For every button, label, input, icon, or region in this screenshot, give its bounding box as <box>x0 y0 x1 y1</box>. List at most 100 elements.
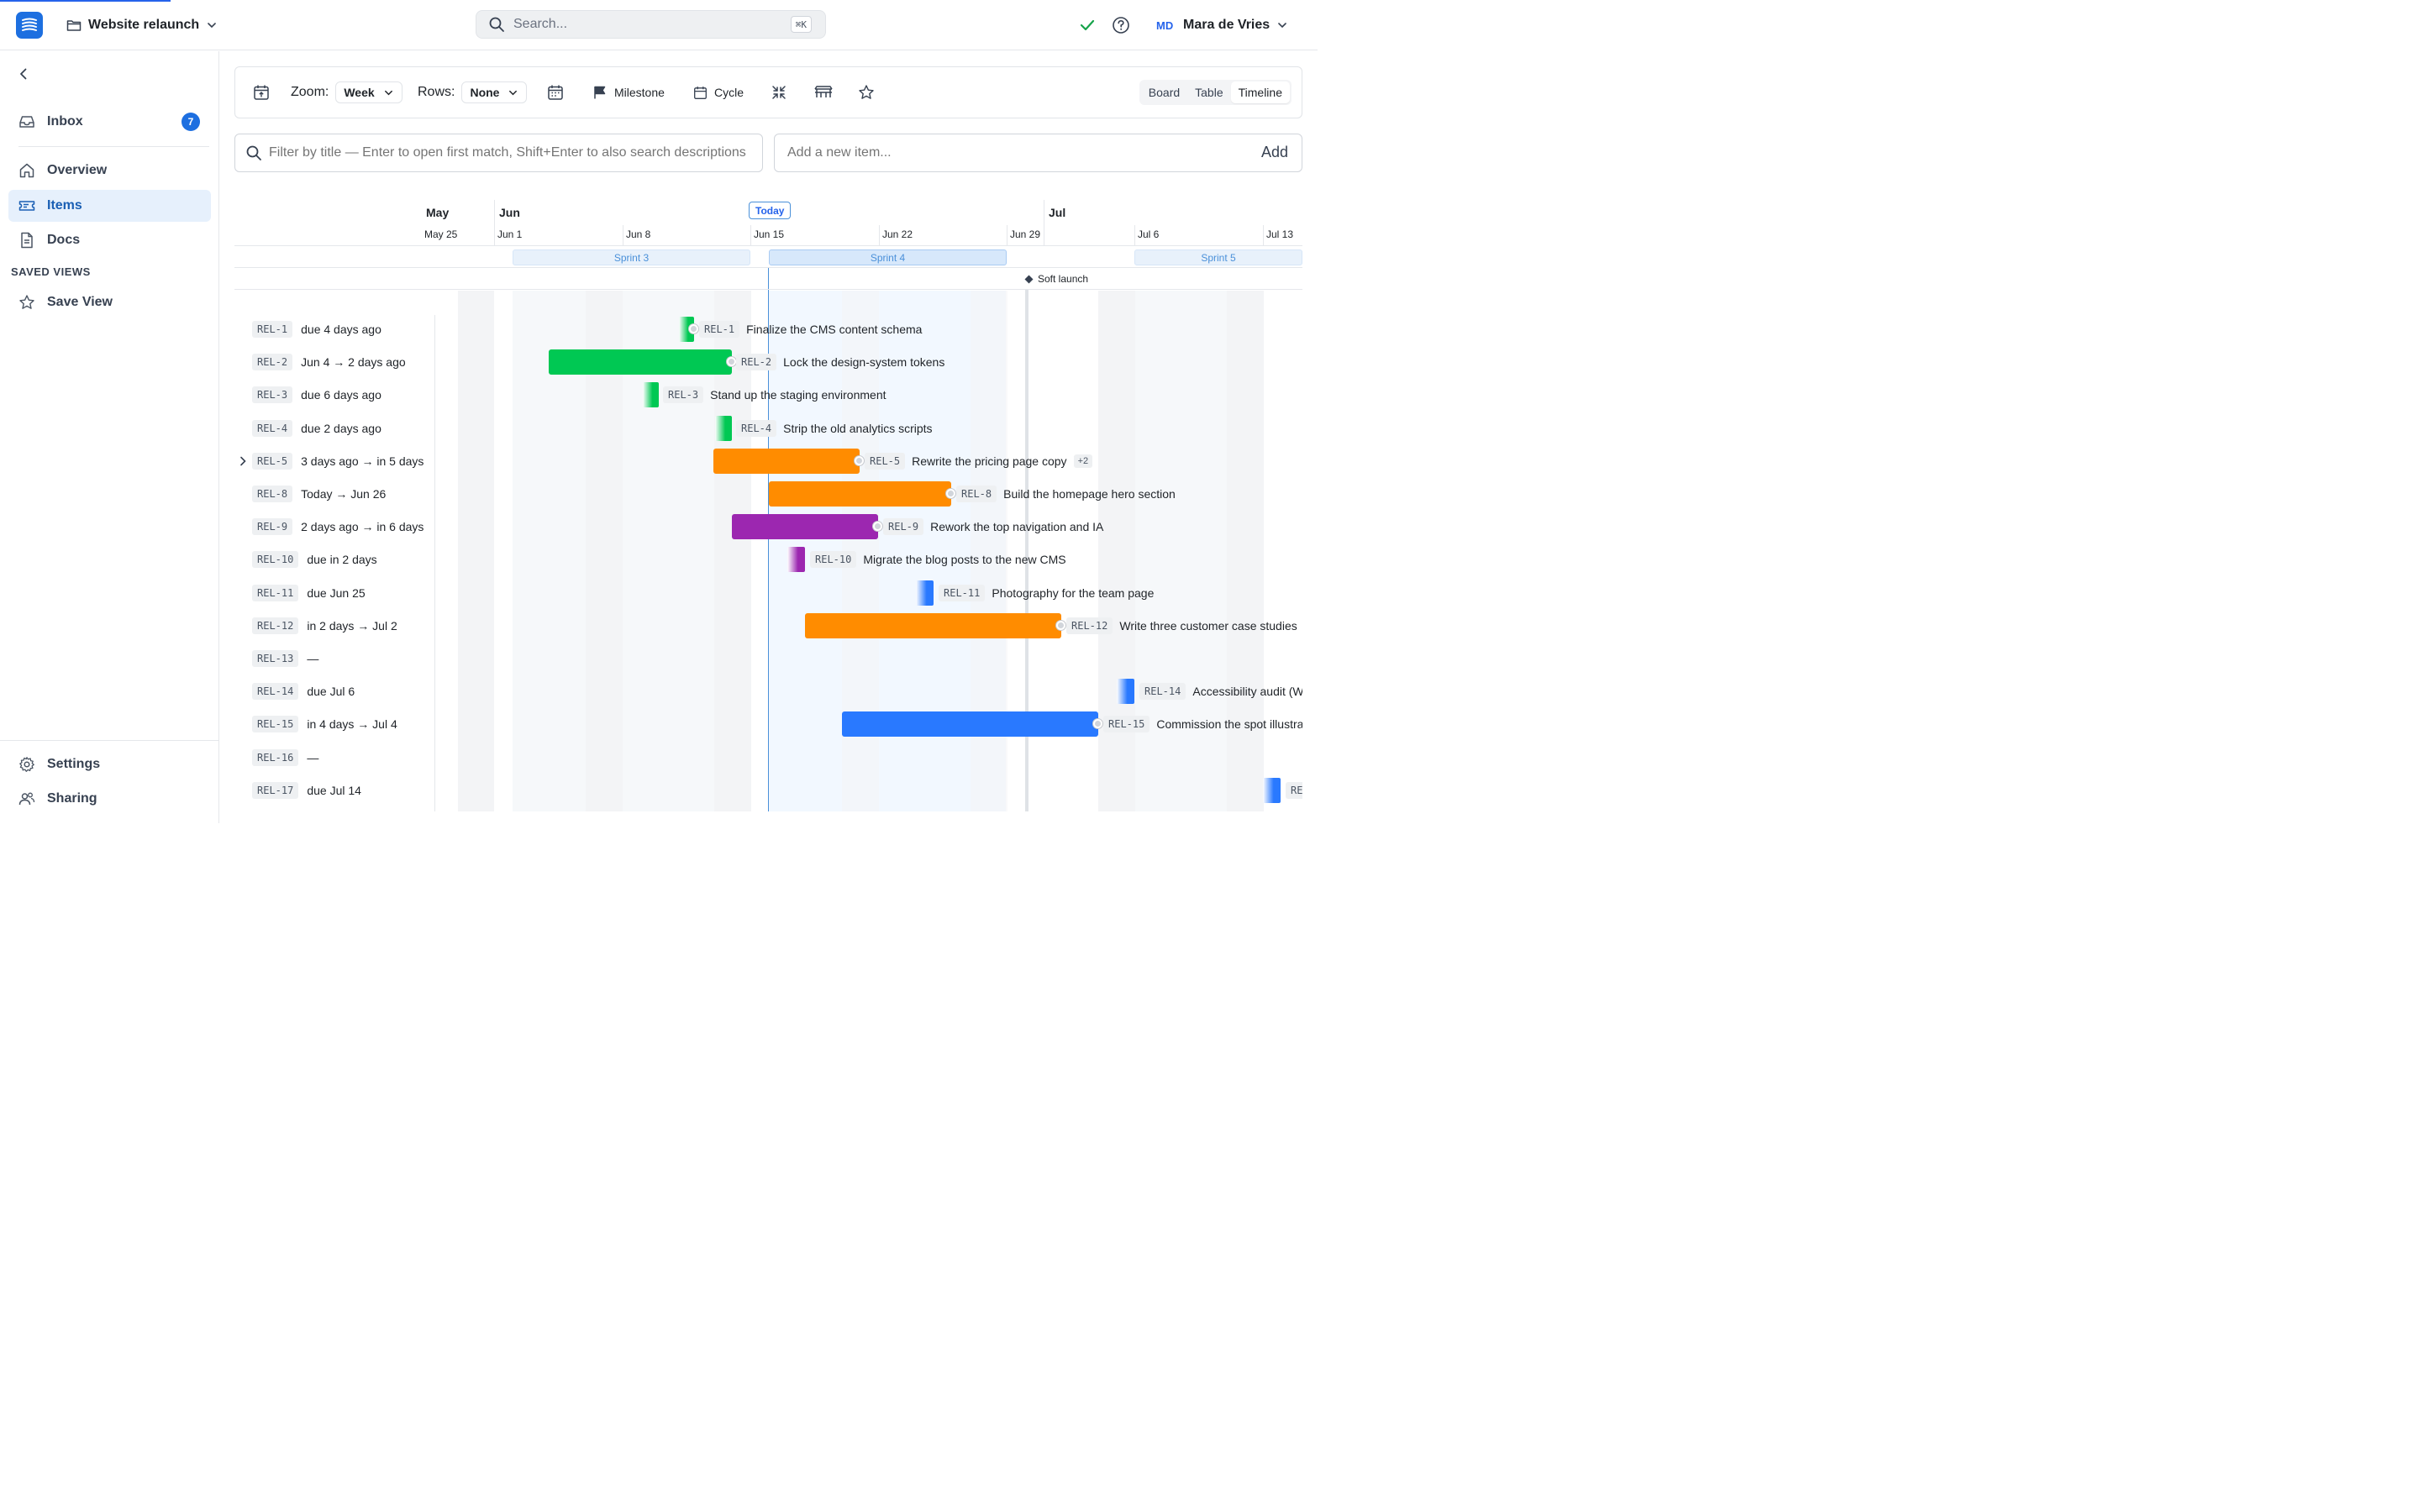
date-range-calendar-icon[interactable] <box>547 67 564 118</box>
timeline-row-header[interactable]: REL-13 — <box>252 649 318 668</box>
timeline-bar[interactable] <box>842 711 1098 737</box>
timeline-bar[interactable] <box>787 547 805 572</box>
timeline-bar[interactable] <box>713 449 860 474</box>
item-id-chip: REL-1 <box>699 321 740 338</box>
collapse-arrows-icon[interactable] <box>771 67 787 118</box>
tab-table[interactable]: Table <box>1195 86 1223 99</box>
item-title: Commission the spot illustra <box>1156 717 1302 731</box>
bar-resize-handle[interactable] <box>689 324 698 333</box>
timeline-bar-label[interactable]: REL-3 Stand up the staging environment <box>663 386 886 404</box>
sprint-bar[interactable]: Sprint 5 <box>1134 249 1302 265</box>
timeline-bar[interactable] <box>715 416 732 441</box>
tab-timeline[interactable]: Timeline <box>1230 81 1290 103</box>
users-icon <box>18 792 35 806</box>
timeline-row-header[interactable]: REL-15 in 4 days → Jul 4 <box>252 715 397 733</box>
scroll-to-today-calendar-icon[interactable] <box>253 67 270 118</box>
timeline-row-header[interactable]: REL-9 2 days ago → in 6 days <box>252 517 424 536</box>
project-switcher[interactable]: Website relaunch <box>66 14 218 36</box>
bar-resize-handle[interactable] <box>873 522 882 531</box>
sidebar-item-settings[interactable]: Settings <box>8 748 211 780</box>
timeline-row-header[interactable]: REL-10 due in 2 days <box>252 550 377 569</box>
item-id-chip: REL-15 <box>1103 716 1150 732</box>
timeline-bar[interactable] <box>643 382 659 407</box>
timeline-row-header[interactable]: REL-17 due Jul 14 <box>252 781 361 800</box>
favorite-star-icon[interactable] <box>858 67 875 118</box>
timeline-bar-label[interactable]: REL-10 Migrate the blog posts to the new … <box>810 550 1066 569</box>
timeline-row-header[interactable]: REL-12 in 2 days → Jul 2 <box>252 617 397 635</box>
item-due-text: in 4 days → Jul 4 <box>307 717 397 731</box>
sprint-bar-current[interactable]: Sprint 4 <box>769 249 1007 265</box>
month-label: May <box>426 206 450 219</box>
timeline-bar-label[interactable]: REL-5 Rewrite the pricing page copy +2 <box>865 452 1093 470</box>
sidebar-item-inbox[interactable]: Inbox 7 <box>8 106 211 138</box>
star-icon <box>19 295 34 309</box>
rows-select[interactable]: None <box>461 81 528 103</box>
timeline-bar[interactable] <box>916 580 934 606</box>
timeline-bar[interactable] <box>805 613 1061 638</box>
bar-resize-handle[interactable] <box>1093 719 1102 728</box>
timeline-row-header[interactable]: REL-11 due Jun 25 <box>252 584 366 602</box>
sidebar-item-docs[interactable]: Docs <box>8 224 211 256</box>
timeline-row-header[interactable]: REL-1 due 4 days ago <box>252 320 381 339</box>
bar-resize-handle[interactable] <box>855 456 864 465</box>
filter-field[interactable] <box>234 134 763 172</box>
timeline-row-header[interactable]: REL-5 3 days ago → in 5 days <box>252 452 424 470</box>
timeline-row-header[interactable]: REL-4 due 2 days ago <box>252 419 381 438</box>
sidebar-item-sharing[interactable]: Sharing <box>8 783 211 815</box>
inbox-count-badge: 7 <box>182 113 200 131</box>
zoom-select[interactable]: Week <box>335 81 402 103</box>
timeline-bar-label[interactable]: REL-1 Finalize the CMS content schema <box>699 320 922 339</box>
help-icon[interactable] <box>1112 16 1130 34</box>
bridge-icon[interactable] <box>813 67 834 118</box>
timeline-bar[interactable] <box>549 349 732 375</box>
timeline-bar[interactable] <box>679 317 694 342</box>
timeline-bar-label[interactable]: REL-4 Strip the old analytics scripts <box>736 419 933 438</box>
timeline-bar-label[interactable]: REL-14 Accessibility audit (W <box>1139 682 1302 701</box>
timeline-bar-label[interactable]: REL-2 Lock the design-system tokens <box>736 353 944 371</box>
timeline-row-header[interactable]: REL-2 Jun 4 → 2 days ago <box>252 353 406 371</box>
today-marker[interactable]: Today <box>749 202 792 219</box>
add-cycle-button[interactable]: Cycle <box>693 67 744 118</box>
sprint-bar[interactable]: Sprint 3 <box>513 249 750 265</box>
timeline-bar[interactable] <box>769 481 951 507</box>
timeline-bar-label[interactable]: RE <box>1286 781 1302 800</box>
add-item-button[interactable]: Add <box>1260 144 1288 160</box>
app-logo[interactable] <box>16 12 43 39</box>
search-icon <box>489 17 504 32</box>
bar-resize-handle[interactable] <box>727 357 736 366</box>
tab-board[interactable]: Board <box>1148 86 1181 99</box>
timeline-bar-label[interactable]: REL-11 Photography for the team page <box>939 584 1154 602</box>
sidebar-item-label: Overview <box>47 163 108 177</box>
expand-chevron-right-icon[interactable] <box>237 455 249 467</box>
bar-resize-handle[interactable] <box>946 489 955 498</box>
timeline-row-header[interactable]: REL-14 due Jul 6 <box>252 682 355 701</box>
add-milestone-button[interactable]: Milestone <box>592 67 665 118</box>
save-view-button[interactable]: Save View <box>8 286 211 318</box>
home-icon <box>19 163 34 178</box>
timeline-row-header[interactable]: REL-16 — <box>252 748 318 767</box>
timeline-bar-label[interactable]: REL-12 Write three customer case studies <box>1066 617 1297 635</box>
timeline-bar-label[interactable]: REL-9 Rework the top navigation and IA <box>883 517 1103 536</box>
timeline-row-header[interactable]: REL-8 Today → Jun 26 <box>252 485 386 503</box>
filter-input[interactable] <box>269 145 751 160</box>
timeline-bar[interactable] <box>732 514 878 539</box>
timeline-bar-label[interactable]: REL-8 Build the homepage hero section <box>956 485 1176 503</box>
milestone-marker[interactable]: Soft launch <box>1024 273 1088 285</box>
bar-resize-handle[interactable] <box>1056 621 1065 630</box>
sidebar-divider <box>0 740 219 741</box>
add-item-input[interactable] <box>787 145 1207 160</box>
view-switcher: Board Table Timeline <box>1139 80 1292 105</box>
global-search[interactable]: Search... ⌘K <box>476 10 826 39</box>
timeline-bar-label[interactable]: REL-15 Commission the spot illustra <box>1103 715 1302 733</box>
gear-icon <box>19 757 34 772</box>
sidebar-item-overview[interactable]: Overview <box>8 155 211 186</box>
item-id-chip: REL-14 <box>252 683 299 700</box>
zoom-value: Week <box>344 86 375 99</box>
timeline-bar[interactable] <box>1263 778 1281 803</box>
user-menu[interactable]: MD Mara de Vries <box>1156 14 1288 36</box>
sidebar-item-items[interactable]: Items <box>8 190 211 222</box>
week-tick <box>750 225 751 245</box>
timeline-bar[interactable] <box>1117 679 1134 704</box>
timeline-row-header[interactable]: REL-3 due 6 days ago <box>252 386 381 404</box>
collapse-sidebar-chevron-left-icon[interactable] <box>17 67 30 81</box>
